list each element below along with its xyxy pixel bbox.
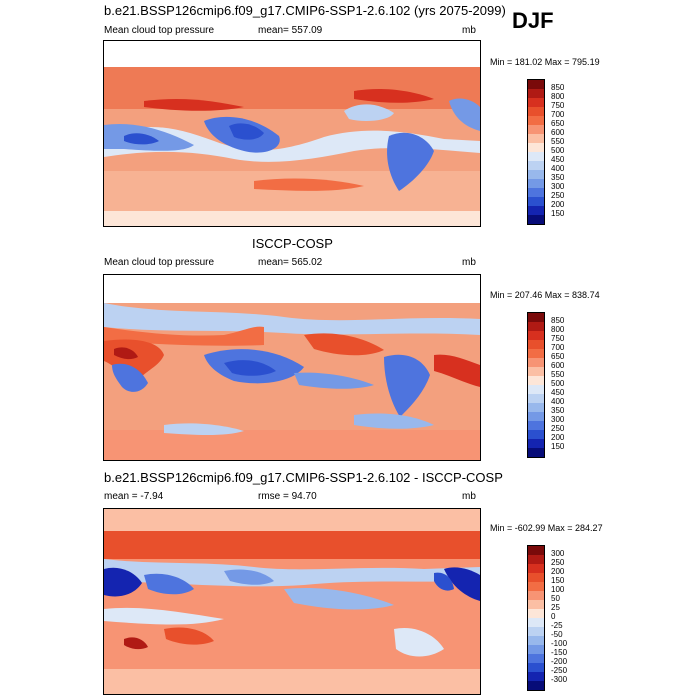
colorbar-1-label: 350 [551, 173, 565, 182]
colorbar-2-label: 200 [551, 433, 565, 442]
colorbar-2-label: 750 [551, 334, 565, 343]
panel-2-title: ISCCP-COSP [252, 236, 333, 251]
colorbar-3-label: -100 [551, 639, 568, 648]
colorbar-2-label: 450 [551, 388, 565, 397]
colorbar-3-label: 50 [551, 594, 560, 603]
colorbar-1-label: 600 [551, 128, 565, 137]
panel-3-left-label: mean = -7.94 [104, 491, 164, 502]
colorbar-1-label: 850 [551, 83, 565, 92]
colorbar-3-label: -300 [551, 675, 568, 684]
panel-3-title: b.e21.BSSP126cmip6.f09_g17.CMIP6-SSP1-2.… [104, 470, 503, 485]
colorbar-3-label: 0 [551, 612, 556, 621]
panel-1-mean-label: mean= 557.09 [258, 25, 323, 36]
colorbar-1-label: 200 [551, 200, 565, 209]
colorbar-2-label: 500 [551, 379, 565, 388]
colorbar-2-label: 600 [551, 361, 565, 370]
colorbar-1-label: 700 [551, 110, 565, 119]
panel-3-map-field [104, 509, 480, 694]
panel-3-minmax: Min = -602.99 Max = 284.27 [490, 523, 603, 533]
panel-2-mean-label: mean= 565.02 [258, 257, 323, 268]
colorbar-3-label: 200 [551, 567, 565, 576]
panel-1-left-label: Mean cloud top pressure [104, 25, 215, 36]
panel-2-minmax: Min = 207.46 Max = 838.74 [490, 290, 600, 300]
panel-2-colorbar: 850 800 750 700 650 600 550 500 450 400 … [527, 312, 564, 458]
colorbar-1-label: 800 [551, 92, 565, 101]
colorbar-2-label: 250 [551, 424, 565, 433]
colorbar-1-label: 500 [551, 146, 565, 155]
colorbar-2-label: 350 [551, 406, 565, 415]
colorbar-1-label: 300 [551, 182, 565, 191]
colorbar-3-label: -250 [551, 666, 568, 675]
colorbar-3-label: -25 [551, 621, 563, 630]
panel-2-map [103, 274, 481, 461]
colorbar-2-label: 400 [551, 397, 565, 406]
panel-2-map-field [104, 275, 480, 460]
colorbar-2-label: 650 [551, 352, 565, 361]
colorbar-3-label: -50 [551, 630, 563, 639]
colorbar-1-label: 250 [551, 191, 565, 200]
panel-1-minmax: Min = 181.02 Max = 795.19 [490, 57, 600, 67]
colorbar-1-label: 550 [551, 137, 565, 146]
panel-1-map [103, 40, 481, 227]
panel-3-rmse-label: rmse = 94.70 [258, 491, 317, 502]
colorbar-2-label: 850 [551, 316, 565, 325]
colorbar-2-label: 550 [551, 370, 565, 379]
season-label: DJF [512, 8, 554, 33]
panel-2-units-label: mb [462, 257, 476, 268]
colorbar-3-label: -150 [551, 648, 568, 657]
colorbar-3-label: 150 [551, 576, 565, 585]
colorbar-2-label: 300 [551, 415, 565, 424]
colorbar-1-label: 400 [551, 164, 565, 173]
colorbar-3-label: -200 [551, 657, 568, 666]
panel-1-colorbar: 850 800 750 700 650 600 550 500 450 400 … [527, 79, 564, 225]
panel-3-colorbar: 300 250 200 150 100 50 25 0 -25 -50 -100… [527, 545, 567, 691]
colorbar-2-label: 150 [551, 442, 565, 451]
colorbar-3-label: 100 [551, 585, 565, 594]
colorbar-3-label: 300 [551, 549, 565, 558]
panel-1-map-field [104, 41, 480, 226]
colorbar-1-label: 650 [551, 119, 565, 128]
colorbar-2-label: 800 [551, 325, 565, 334]
colorbar-3-label: 25 [551, 603, 560, 612]
colorbar-1-label: 750 [551, 101, 565, 110]
panel-1-units-label: mb [462, 25, 476, 36]
panel-2-left-label: Mean cloud top pressure [104, 257, 215, 268]
panel-3-units-label: mb [462, 491, 476, 502]
colorbar-1-label: 150 [551, 209, 565, 218]
colorbar-3-label: 250 [551, 558, 565, 567]
colorbar-1-label: 450 [551, 155, 565, 164]
colorbar-2-label: 700 [551, 343, 565, 352]
panel-1-title: b.e21.BSSP126cmip6.f09_g17.CMIP6-SSP1-2.… [104, 3, 506, 18]
panel-3-map [103, 508, 481, 695]
